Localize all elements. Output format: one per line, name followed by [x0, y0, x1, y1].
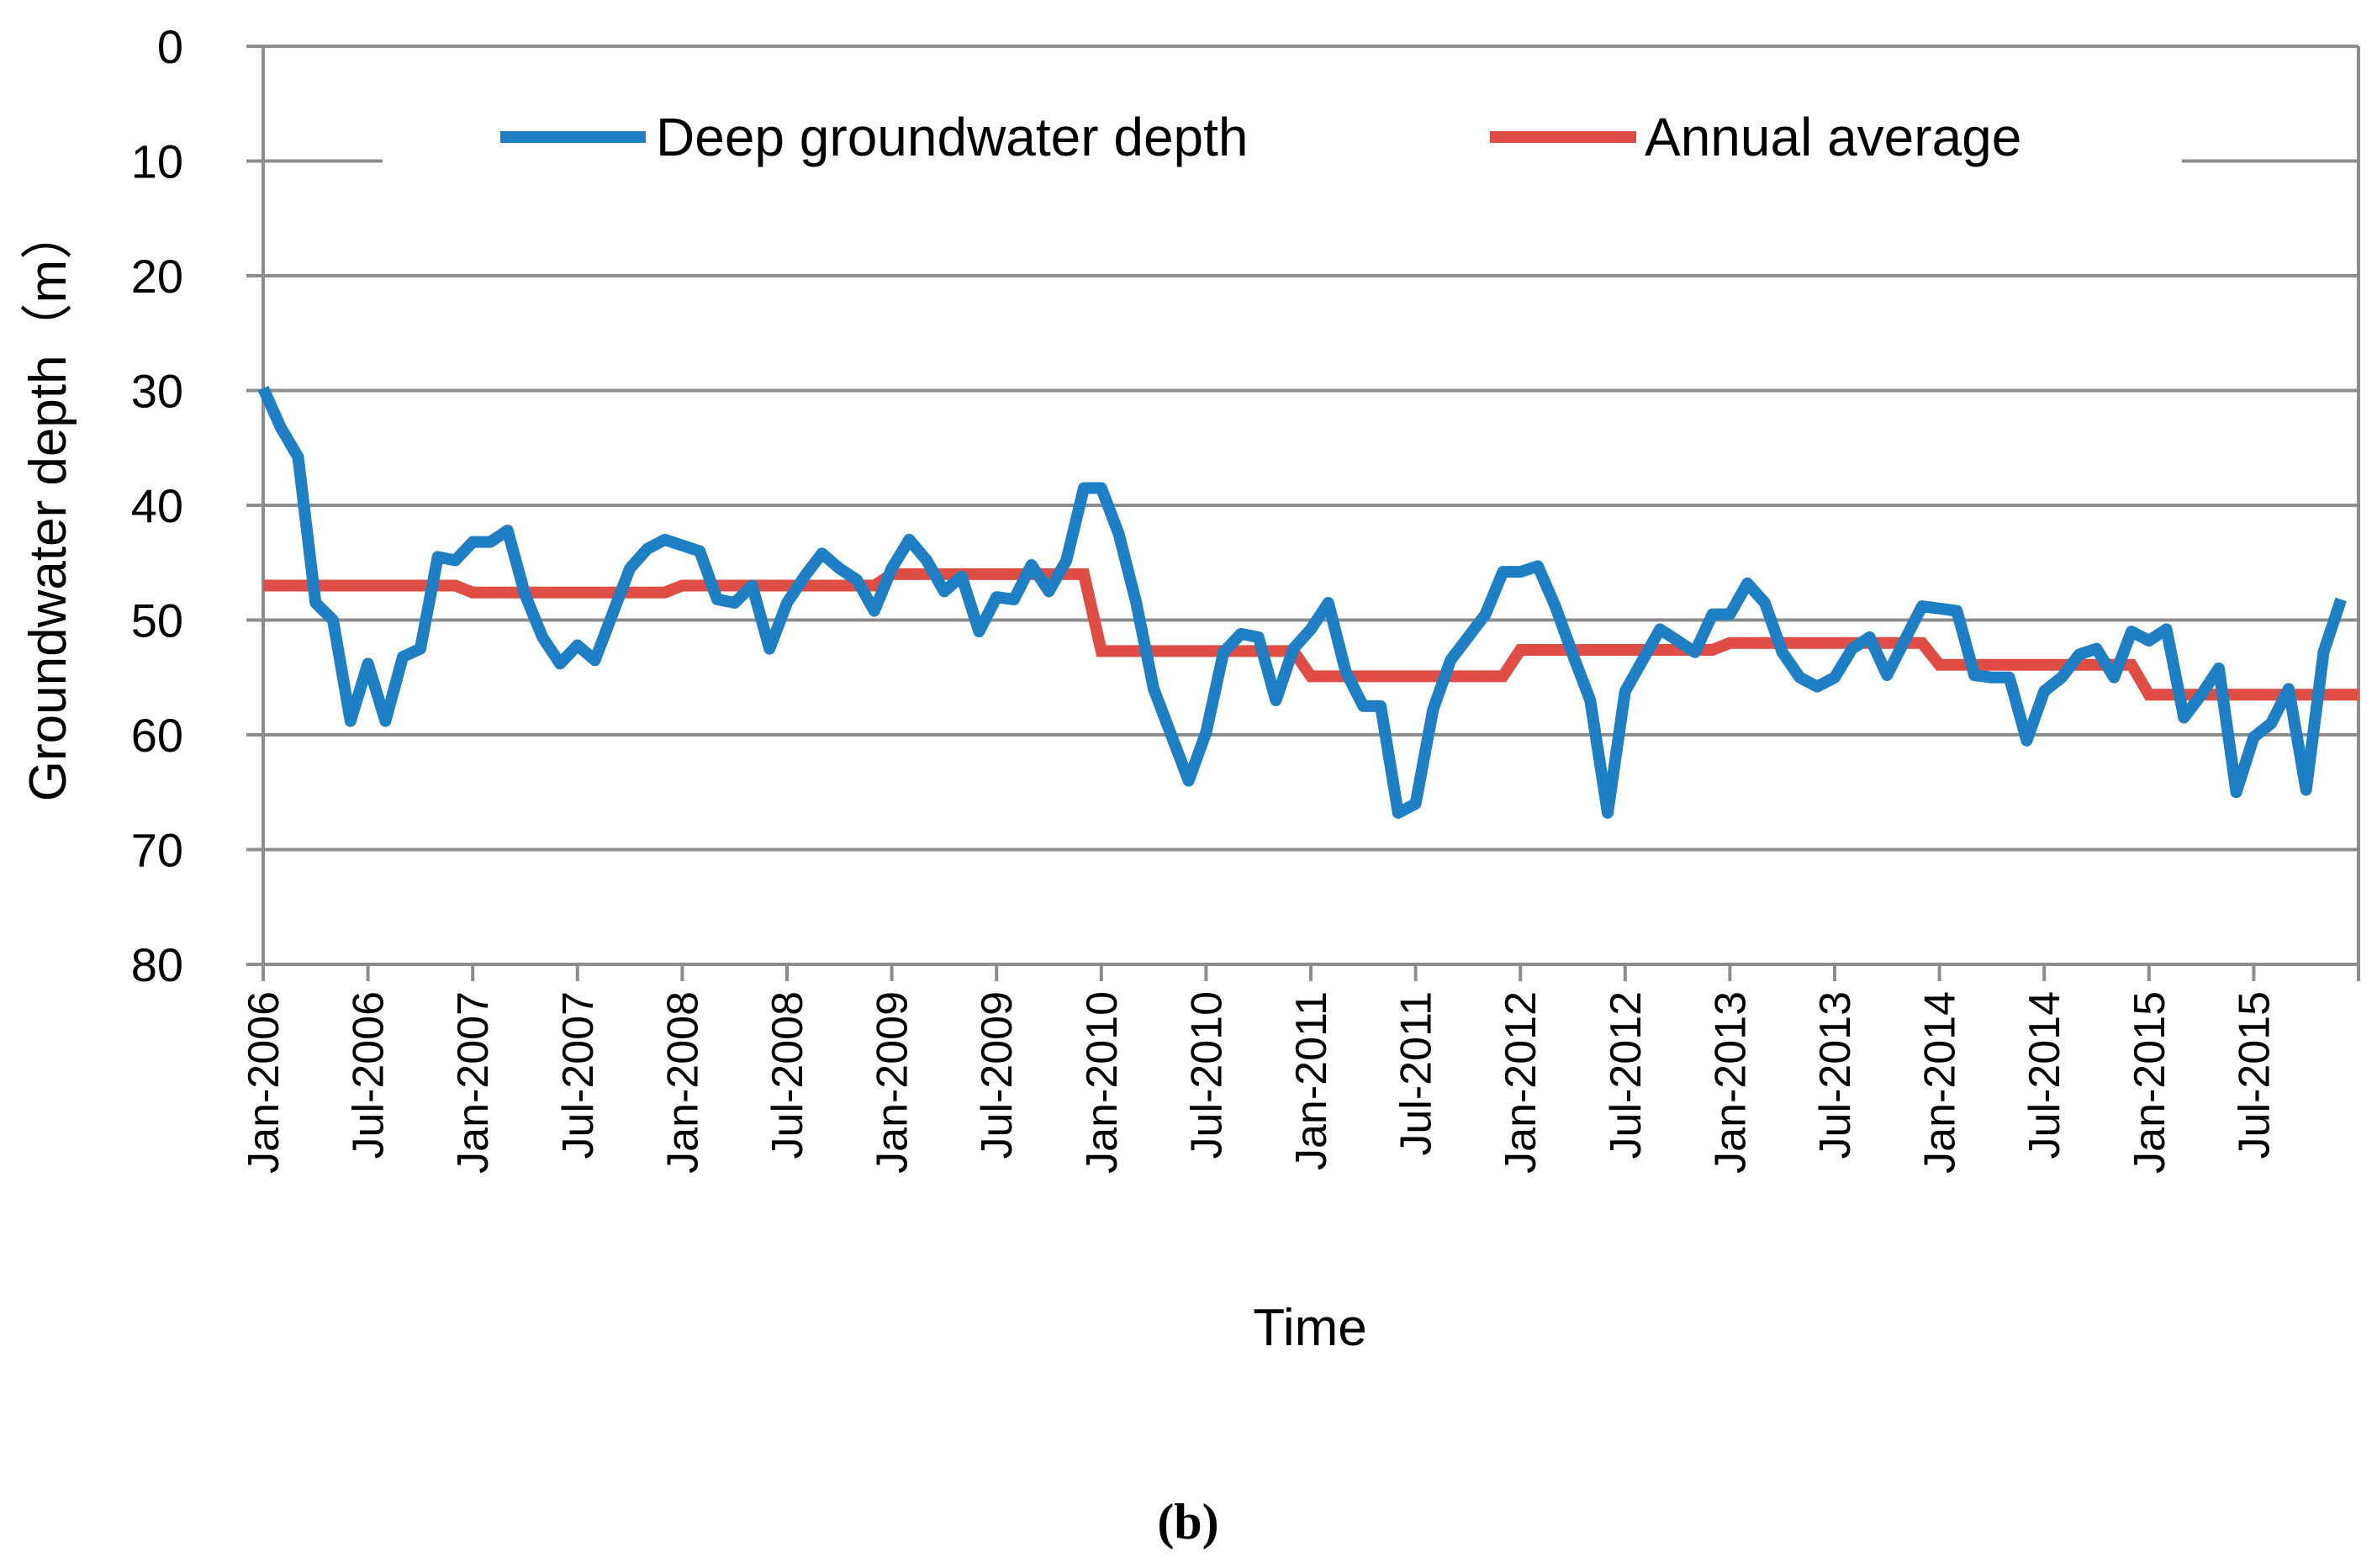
x-tick-label-Jan-2008: Jan-2008 [658, 991, 707, 1174]
x-tick-label-Jan-2010: Jan-2010 [1078, 991, 1127, 1174]
y-tick-label-10: 10 [131, 135, 183, 188]
y-axis-title: Groundwater depth（m） [19, 208, 77, 801]
y-tick-label-70: 70 [131, 824, 183, 877]
x-tick-label-Jan-2009: Jan-2009 [869, 991, 917, 1174]
x-tick-label-Jul-2011: Jul-2011 [1392, 991, 1441, 1156]
legend-label-deep: Deep groundwater depth [656, 107, 1249, 167]
legend-box [383, 88, 2182, 185]
y-axis-ticks: 0 10 20 30 40 50 60 70 80 [131, 20, 183, 991]
series-line-annual-average [263, 568, 2359, 701]
x-tick-label-Jul-2015: Jul-2015 [2230, 991, 2279, 1159]
y-tick-label-0: 0 [157, 20, 183, 73]
x-tick-label-Jul-2010: Jul-2010 [1182, 991, 1231, 1159]
x-tick-label-Jan-2007: Jan-2007 [449, 991, 498, 1174]
x-tick-label-Jul-2012: Jul-2012 [1602, 991, 1651, 1159]
x-tick-label-Jan-2011: Jan-2011 [1287, 991, 1336, 1170]
x-tick-label-Jan-2006: Jan-2006 [240, 991, 288, 1174]
y-tick-label-20: 20 [131, 250, 183, 303]
x-tick-label-Jul-2014: Jul-2014 [2020, 991, 2069, 1159]
x-tick-label-Jul-2008: Jul-2008 [763, 991, 812, 1159]
x-axis-ticks: Jan-2006 Jul-2006 Jan-2007 Jul-2007 Jan-2008… [240, 964, 2360, 1174]
x-tick-label-Jul-2007: Jul-2007 [554, 991, 603, 1159]
series-line-deep-groundwater-depth [257, 385, 2347, 819]
x-tick-label-Jan-2014: Jan-2014 [1916, 991, 1965, 1174]
x-tick-label-Jul-2009: Jul-2009 [973, 991, 1022, 1159]
figure-caption: (b) [1157, 1494, 1218, 1550]
x-tick-label-Jul-2006: Jul-2006 [345, 991, 394, 1159]
legend-label-annual: Annual average [1645, 107, 2021, 167]
y-tick-label-40: 40 [131, 479, 183, 532]
x-tick-label-Jan-2015: Jan-2015 [2126, 991, 2174, 1174]
y-tick-label-80: 80 [131, 938, 183, 991]
x-axis-title: Time [1253, 1299, 1366, 1357]
y-tick-label-60: 60 [131, 709, 183, 762]
x-tick-label-Jul-2013: Jul-2013 [1811, 991, 1860, 1159]
x-tick-label-Jan-2012: Jan-2012 [1497, 991, 1545, 1174]
y-tick-label-50: 50 [131, 594, 183, 647]
x-tick-label-Jan-2013: Jan-2013 [1706, 991, 1755, 1174]
y-tick-label-30: 30 [131, 365, 183, 418]
